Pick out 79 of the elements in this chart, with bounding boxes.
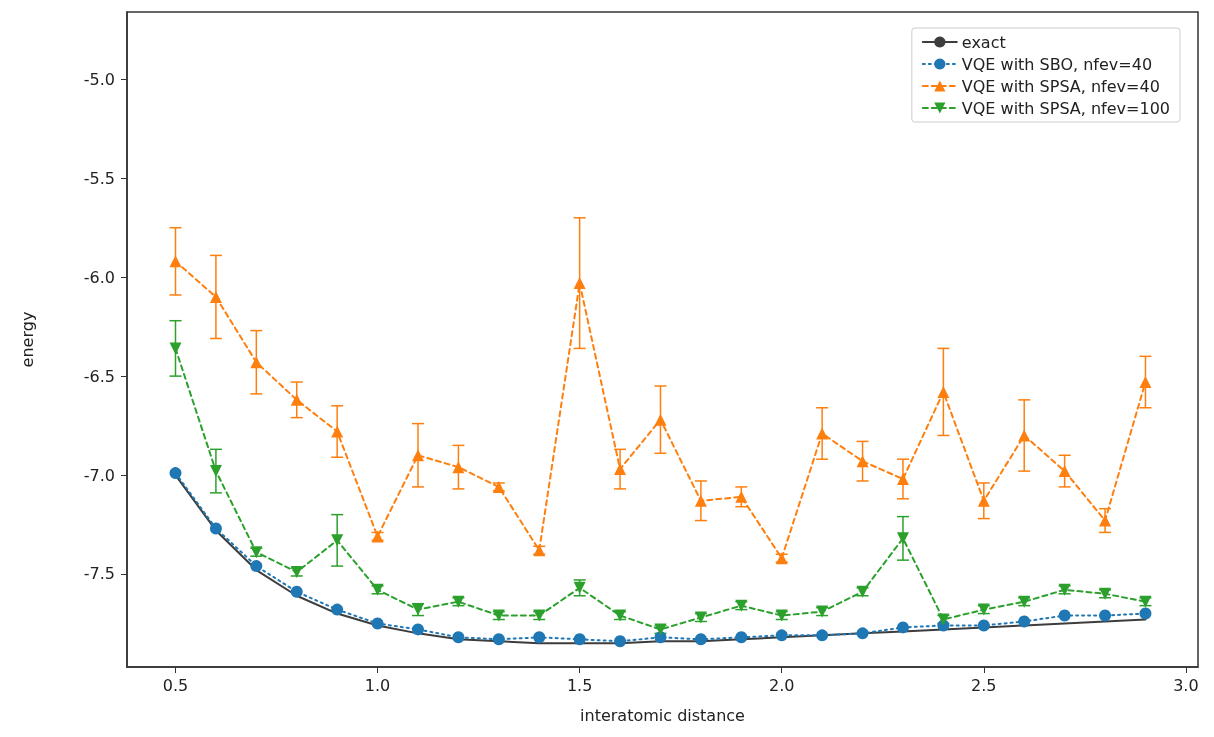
y-tick-label: -6.5: [83, 366, 115, 386]
point: [533, 631, 546, 644]
point: [331, 534, 344, 547]
point: [1058, 465, 1071, 478]
point: [169, 342, 182, 355]
x-tick-label: 3.0: [1173, 675, 1199, 695]
point: [614, 635, 627, 648]
point: [1099, 514, 1112, 527]
point: [896, 473, 909, 486]
x-tick-label: 0.5: [162, 675, 189, 695]
x-tick-label: 1.5: [566, 675, 593, 695]
point: [250, 560, 263, 573]
point: [1018, 615, 1031, 628]
point: [331, 603, 344, 616]
point: [735, 490, 748, 503]
point: [209, 465, 222, 478]
point: [412, 623, 424, 636]
point: [735, 599, 748, 612]
point: [654, 623, 667, 636]
y-tick-label: -5.5: [83, 168, 115, 188]
point: [290, 585, 303, 598]
point: [654, 631, 667, 644]
point: [209, 290, 222, 303]
point: [937, 613, 950, 626]
point: [856, 627, 869, 640]
point: [492, 609, 505, 622]
point: [290, 393, 303, 406]
point: [452, 595, 465, 608]
legend-label: VQE with SPSA, nfev=40: [961, 76, 1160, 96]
point: [492, 633, 505, 646]
point: [694, 633, 707, 646]
point: [735, 631, 748, 644]
point: [1018, 429, 1031, 442]
legend-label: VQE with SBO, nfev=40: [961, 54, 1153, 74]
point: [1099, 609, 1112, 622]
x-tick-label: 2.0: [769, 675, 795, 695]
point: [1058, 609, 1071, 622]
point: [816, 605, 829, 618]
point: [452, 631, 465, 644]
point: [694, 494, 707, 507]
point: [533, 609, 546, 622]
legend-label: VQE with SPSA, nfev=100: [961, 98, 1170, 118]
y-tick-label: -7.0: [83, 465, 115, 485]
point: [977, 494, 990, 507]
point: [775, 629, 788, 642]
point: [614, 463, 627, 476]
point: [816, 427, 829, 440]
x-tick-label: 1.0: [364, 675, 391, 695]
point: [1018, 595, 1031, 608]
y-tick-label: -6.0: [83, 267, 115, 287]
point: [573, 633, 586, 646]
y-axis-title: energy: [17, 311, 37, 368]
legend-label: exact: [961, 32, 1006, 52]
point: [169, 467, 182, 480]
x-axis-title: interatomic distance: [580, 705, 745, 725]
point: [896, 532, 909, 545]
point: [209, 522, 222, 535]
point: [1139, 376, 1152, 389]
point: [331, 425, 344, 438]
point: [775, 609, 788, 622]
point: [856, 455, 869, 468]
y-tick-label: -5.0: [83, 69, 115, 89]
point: [1099, 587, 1112, 600]
point: [452, 461, 465, 474]
point: [371, 617, 384, 630]
point: [250, 356, 263, 369]
point: [1058, 583, 1071, 596]
point: [290, 566, 303, 579]
point: [573, 277, 586, 290]
point: [816, 629, 829, 642]
point: [694, 611, 707, 624]
point: [896, 621, 909, 634]
point: [977, 619, 990, 632]
x-tick-label: 2.5: [971, 675, 997, 695]
point: [411, 449, 424, 462]
point: [1139, 607, 1152, 620]
point: [977, 603, 990, 616]
y-tick-label: -7.5: [83, 564, 115, 584]
point: [169, 255, 182, 268]
